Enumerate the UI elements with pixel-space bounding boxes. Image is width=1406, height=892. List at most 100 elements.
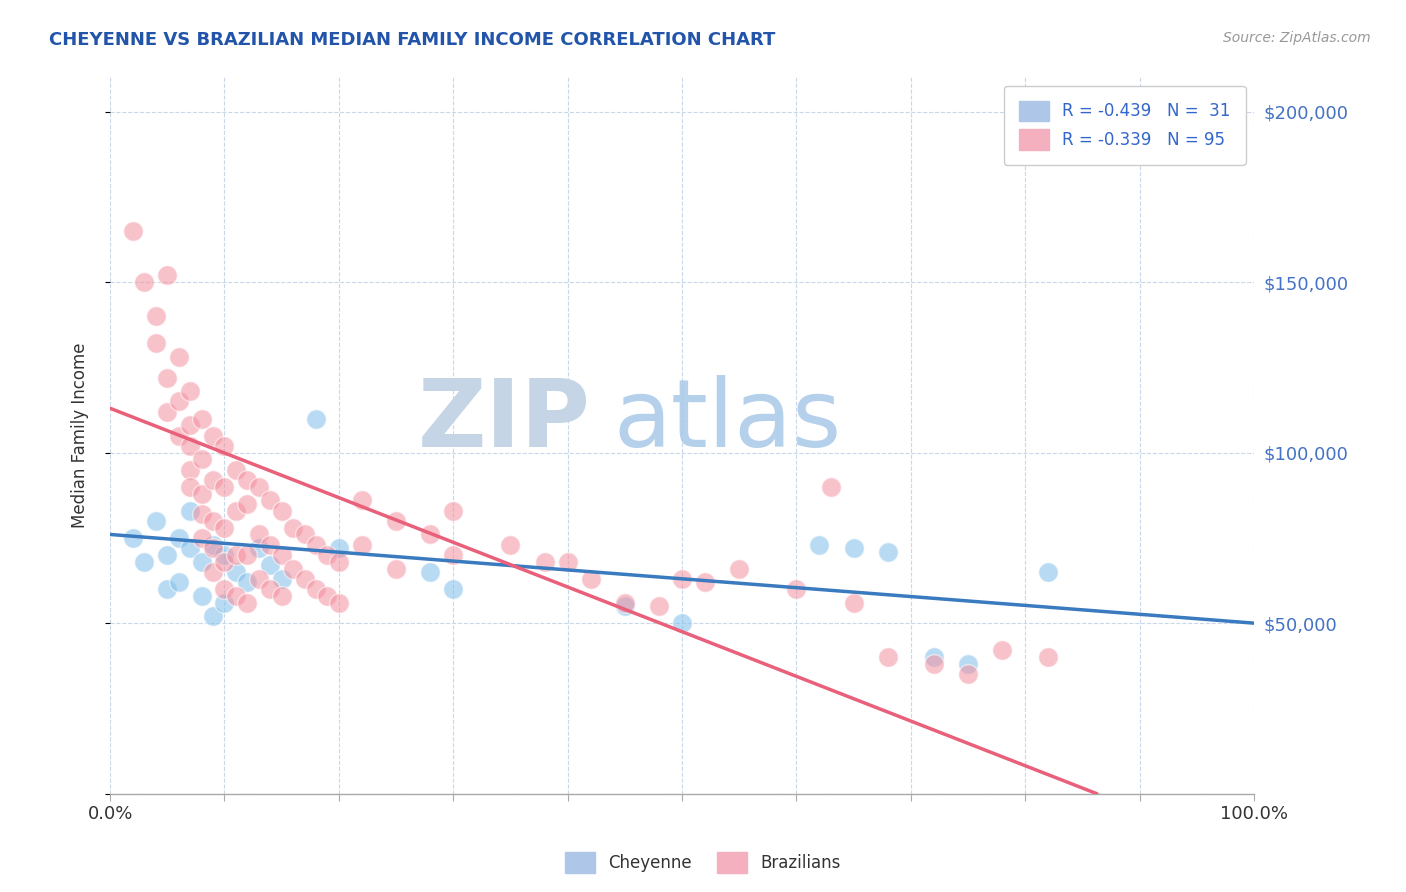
Point: [842, 541, 865, 555]
Point: [225, 565, 247, 579]
Point: [671, 616, 693, 631]
Point: [214, 555, 236, 569]
Point: [328, 541, 350, 555]
Point: [190, 589, 212, 603]
Point: [225, 463, 247, 477]
Point: [167, 531, 190, 545]
Point: [145, 309, 167, 323]
Text: CHEYENNE VS BRAZILIAN MEDIAN FAMILY INCOME CORRELATION CHART: CHEYENNE VS BRAZILIAN MEDIAN FAMILY INCO…: [49, 31, 776, 49]
Point: [179, 480, 201, 494]
Point: [693, 575, 716, 590]
Point: [214, 596, 236, 610]
Point: [202, 514, 225, 528]
Point: [259, 582, 281, 596]
Point: [270, 503, 292, 517]
Point: [247, 480, 270, 494]
Point: [579, 572, 602, 586]
Point: [785, 582, 807, 596]
Point: [991, 643, 1014, 657]
Point: [202, 473, 225, 487]
Point: [190, 452, 212, 467]
Point: [922, 657, 945, 671]
Point: [202, 428, 225, 442]
Point: [214, 582, 236, 596]
Point: [281, 561, 304, 575]
Point: [202, 609, 225, 624]
Legend: R = -0.439   N =  31, R = -0.339   N = 95: R = -0.439 N = 31, R = -0.339 N = 95: [1004, 86, 1246, 165]
Point: [259, 493, 281, 508]
Point: [167, 575, 190, 590]
Point: [842, 596, 865, 610]
Point: [247, 527, 270, 541]
Point: [499, 538, 522, 552]
Point: [441, 503, 464, 517]
Point: [294, 527, 316, 541]
Point: [294, 572, 316, 586]
Point: [214, 480, 236, 494]
Point: [202, 565, 225, 579]
Point: [350, 538, 373, 552]
Point: [122, 531, 145, 545]
Point: [179, 541, 201, 555]
Point: [190, 411, 212, 425]
Point: [613, 596, 636, 610]
Point: [441, 582, 464, 596]
Point: [179, 384, 201, 399]
Point: [236, 575, 259, 590]
Point: [236, 548, 259, 562]
Text: ZIP: ZIP: [418, 376, 591, 467]
Point: [156, 370, 179, 384]
Point: [236, 596, 259, 610]
Point: [1036, 650, 1059, 665]
Point: [134, 555, 156, 569]
Point: [728, 561, 751, 575]
Point: [202, 541, 225, 555]
Point: [328, 555, 350, 569]
Point: [134, 275, 156, 289]
Point: [214, 548, 236, 562]
Point: [225, 589, 247, 603]
Point: [270, 548, 292, 562]
Point: [259, 558, 281, 573]
Point: [214, 521, 236, 535]
Point: [156, 582, 179, 596]
Point: [441, 548, 464, 562]
Point: [671, 572, 693, 586]
Point: [190, 555, 212, 569]
Point: [1036, 565, 1059, 579]
Point: [167, 394, 190, 409]
Point: [202, 538, 225, 552]
Point: [533, 555, 555, 569]
Point: [350, 493, 373, 508]
Point: [214, 439, 236, 453]
Legend: Cheyenne, Brazilians: Cheyenne, Brazilians: [558, 846, 848, 880]
Point: [259, 538, 281, 552]
Text: atlas: atlas: [613, 376, 842, 467]
Point: [225, 503, 247, 517]
Point: [190, 486, 212, 500]
Point: [877, 544, 900, 558]
Point: [145, 514, 167, 528]
Point: [167, 350, 190, 364]
Point: [820, 480, 842, 494]
Point: [247, 572, 270, 586]
Point: [270, 589, 292, 603]
Point: [236, 473, 259, 487]
Point: [236, 497, 259, 511]
Point: [648, 599, 671, 613]
Point: [922, 650, 945, 665]
Point: [613, 599, 636, 613]
Point: [808, 538, 831, 552]
Point: [877, 650, 900, 665]
Point: [179, 439, 201, 453]
Point: [179, 418, 201, 433]
Point: [281, 521, 304, 535]
Point: [145, 336, 167, 351]
Point: [225, 548, 247, 562]
Point: [156, 548, 179, 562]
Point: [190, 507, 212, 521]
Point: [167, 428, 190, 442]
Point: [419, 565, 441, 579]
Point: [316, 589, 339, 603]
Point: [156, 268, 179, 283]
